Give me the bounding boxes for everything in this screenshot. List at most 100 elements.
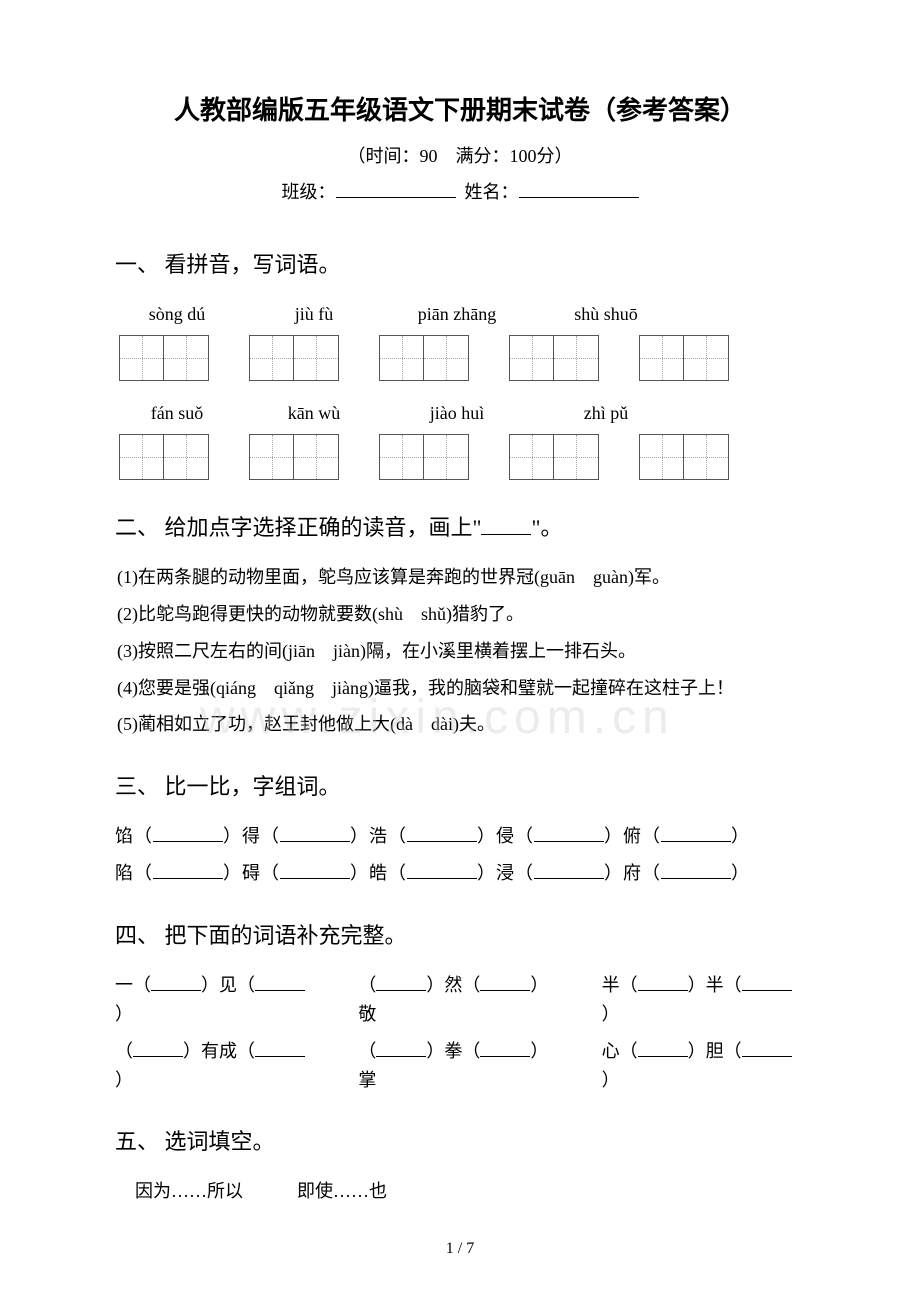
t: 心（ <box>602 1041 638 1061</box>
char-box-pair <box>379 335 469 381</box>
blank <box>255 973 305 991</box>
char-box <box>250 435 294 479</box>
q2-2: (2)比鸵鸟跑得更快的动物就要数(shù shǔ)猎豹了。 <box>117 600 805 629</box>
pinyin-label: shù shuō <box>561 300 651 329</box>
blank <box>534 824 604 842</box>
info-line: 班级： 姓名： <box>115 178 805 207</box>
section2-heading: 二、 给加点字选择正确的读音，画上" "。 <box>115 510 805 545</box>
word-group-line-1: 馅（ ）得（ ）浩（ ）侵（ ）俯（ ） <box>115 822 805 851</box>
char-box <box>684 435 728 479</box>
wg: ）碍（ <box>223 863 280 883</box>
section4-heading: 四、 把下面的词语补充完整。 <box>115 918 805 953</box>
boxes-row-1 <box>119 335 805 381</box>
blank <box>153 861 223 879</box>
wg: ） <box>731 826 750 846</box>
q2-1: (1)在两条腿的动物里面，鸵鸟应该算是奔跑的世界冠(guān guàn)军。 <box>117 563 805 592</box>
section2-heading-prefix: 二、 给加点字选择正确的读音，画上" <box>115 515 481 540</box>
idiom-item: 半（）半（） <box>602 971 805 1029</box>
wg: ）府（ <box>604 863 661 883</box>
t: （ <box>358 975 376 995</box>
section2-heading-suffix: "。 <box>531 515 562 540</box>
idiom-item: （）拳（）掌 <box>358 1037 561 1095</box>
char-box <box>684 336 728 380</box>
char-box <box>510 435 554 479</box>
wg: ） <box>731 863 750 883</box>
wg: ）浩（ <box>350 826 407 846</box>
char-box <box>294 435 338 479</box>
page-number: 1 / 7 <box>115 1236 805 1262</box>
class-blank <box>336 180 456 198</box>
t: （ <box>115 1041 133 1061</box>
char-box-pair <box>249 335 339 381</box>
char-box-pair <box>639 434 729 480</box>
blank <box>661 824 731 842</box>
t: ） <box>115 1070 133 1090</box>
section5-heading: 五、 选词填空。 <box>115 1124 805 1159</box>
wg: ）侵（ <box>477 826 534 846</box>
blank <box>376 1039 426 1057</box>
t: ）胆（ <box>688 1041 742 1061</box>
blank <box>480 1039 530 1057</box>
blank <box>480 973 530 991</box>
pinyin-label: jiào huì <box>407 399 507 428</box>
wg: ）得（ <box>223 826 280 846</box>
t: ） <box>602 1070 620 1090</box>
blank <box>151 973 201 991</box>
section3-heading: 三、 比一比，字组词。 <box>115 769 805 804</box>
pinyin-row-2: fán suǒ kān wù jiào huì zhì pǔ <box>133 399 805 428</box>
idiom-item: 一（）见（） <box>115 971 318 1029</box>
exam-subtitle: （时间：90 满分：100分） <box>115 142 805 171</box>
char-box <box>424 435 468 479</box>
section1-heading: 一、 看拼音，写词语。 <box>115 247 805 282</box>
char-box-pair <box>639 335 729 381</box>
blank <box>534 861 604 879</box>
char-box <box>380 435 424 479</box>
pinyin-label: zhì pǔ <box>561 399 651 428</box>
t: ）拳（ <box>426 1041 480 1061</box>
t: 一（ <box>115 975 151 995</box>
t: ）然（ <box>426 975 480 995</box>
q2-5: (5)蔺相如立了功，赵王封他做上大(dà dài)夫。 <box>117 710 805 739</box>
boxes-row-2 <box>119 434 805 480</box>
blank <box>638 973 688 991</box>
idiom-row-1: 一（）见（） （）然（）敬 半（）半（） <box>115 971 805 1029</box>
t: ） <box>115 1004 133 1024</box>
char-box <box>164 336 208 380</box>
blank <box>407 824 477 842</box>
blank <box>255 1039 305 1057</box>
idiom-item: 心（ ）胆（ ） <box>602 1037 805 1095</box>
q2-3: (3)按照二尺左右的间(jiān jiàn)隔，在小溪里横着摆上一排石头。 <box>117 637 805 666</box>
blank <box>661 861 731 879</box>
name-label: 姓名： <box>465 182 519 202</box>
blank <box>153 824 223 842</box>
wg: 馅（ <box>115 826 153 846</box>
blank <box>481 513 531 535</box>
class-label: 班级： <box>282 182 336 202</box>
char-box-pair <box>509 434 599 480</box>
q2-4: (4)您要是强(qiáng qiǎng jiàng)逼我，我的脑袋和璧就一起撞碎… <box>117 674 805 703</box>
char-box <box>120 435 164 479</box>
char-box-pair <box>119 434 209 480</box>
pinyin-label: kān wù <box>275 399 353 428</box>
char-box <box>294 336 338 380</box>
pinyin-row-1: sòng dú jiù fù piān zhāng shù shuō <box>133 300 805 329</box>
char-box <box>164 435 208 479</box>
blank <box>280 824 350 842</box>
char-box <box>380 336 424 380</box>
pinyin-label: fán suǒ <box>133 399 221 428</box>
t: ）半（ <box>688 975 742 995</box>
char-box <box>250 336 294 380</box>
char-box <box>510 336 554 380</box>
pinyin-label: piān zhāng <box>407 300 507 329</box>
pinyin-label: sòng dú <box>133 300 221 329</box>
idiom-item: （）有成（） <box>115 1037 318 1095</box>
pinyin-label: jiù fù <box>275 300 353 329</box>
exam-title: 人教部编版五年级语文下册期末试卷（参考答案） <box>115 90 805 132</box>
char-box <box>554 435 598 479</box>
idiom-row-2: （）有成（） （）拳（）掌 心（）胆（） <box>115 1037 805 1095</box>
char-box-pair <box>379 434 469 480</box>
char-box <box>554 336 598 380</box>
char-box-pair <box>119 335 209 381</box>
blank <box>742 973 792 991</box>
wg: ）俯（ <box>604 826 661 846</box>
